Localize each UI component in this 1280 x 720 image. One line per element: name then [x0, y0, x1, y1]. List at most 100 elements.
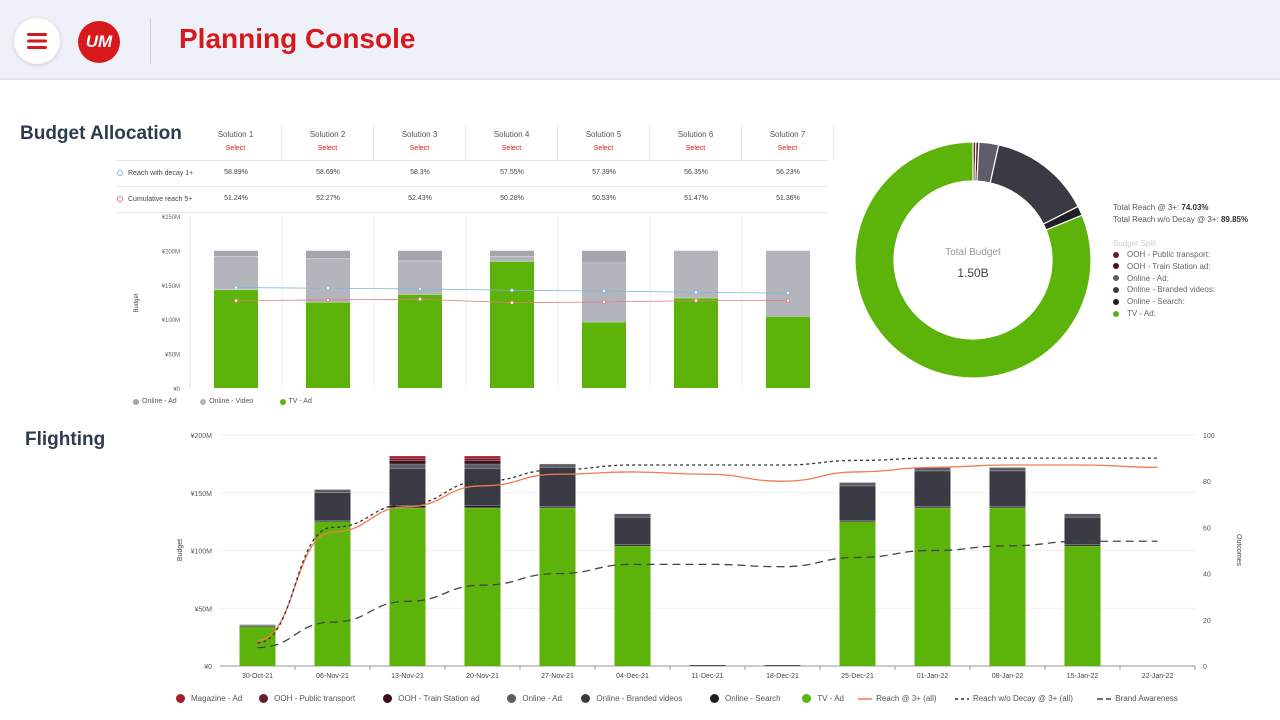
- bar-segment: [582, 250, 626, 263]
- hamburger-menu-button[interactable]: [14, 18, 60, 64]
- bar-segment: [389, 507, 426, 666]
- cum-reach-value: 50.53%: [592, 195, 616, 202]
- solution-select-link[interactable]: Select: [777, 145, 798, 152]
- bar-segment: [239, 624, 276, 626]
- bar-segment: [766, 250, 810, 317]
- total-reach-value: 74.03%: [1181, 203, 1209, 212]
- bar-segment: [464, 455, 501, 459]
- x-tick-label: 04-Dec-21: [616, 673, 649, 680]
- legend-swatch: [259, 694, 269, 703]
- bar-segment: [214, 289, 258, 388]
- reach-decay-value: 58.69%: [316, 169, 340, 176]
- bar-segment: [214, 250, 258, 257]
- legend-label: OOH - Public transport:: [1127, 250, 1211, 259]
- legend-label: TV - Ad: [288, 398, 312, 405]
- total-reach-wo-label: Total Reach w/o Decay @ 3+:: [1113, 215, 1219, 224]
- table-divider: [116, 160, 828, 161]
- solution-select-link[interactable]: Select: [501, 145, 522, 152]
- reach-decay-label: Reach with decay 1+: [128, 169, 194, 177]
- y-tick-label: ¥200M: [191, 433, 213, 440]
- legend-item: TV - Ad: [802, 694, 844, 703]
- legend-item: Online - Video: [200, 398, 253, 405]
- bar-segment: [464, 507, 501, 666]
- solution-name: Solution 1: [217, 130, 254, 139]
- solution-header: Solution 1 Select: [190, 124, 282, 160]
- donut-legend-item: TV - Ad:: [1113, 309, 1156, 318]
- legend-label: Online - Video: [209, 398, 254, 405]
- um-logo[interactable]: UM: [78, 21, 120, 63]
- legend-swatch: [200, 398, 207, 405]
- line-point: [509, 300, 514, 305]
- line-point: [234, 285, 239, 290]
- bar-segment: [989, 507, 1026, 666]
- y-tick-label: ¥150M: [162, 284, 180, 290]
- legend-label: Online - Search: [725, 694, 781, 703]
- legend-item: Reach @ 3+ (all): [858, 694, 937, 703]
- bar-segment: [674, 297, 718, 388]
- bar-segment: [614, 517, 651, 545]
- bar-segment: [614, 513, 651, 518]
- solution-header: Solution 7 Select: [742, 124, 834, 160]
- solution-select-link[interactable]: Select: [685, 145, 706, 152]
- x-tick-label: 22-Jan-22: [1142, 673, 1174, 680]
- legend-item: Online - Branded videos: [581, 694, 682, 703]
- reach-decay-value: 58.3%: [410, 169, 430, 176]
- bar-segment: [539, 506, 576, 508]
- solution-select-link[interactable]: Select: [317, 145, 338, 152]
- solution-select-link[interactable]: Select: [225, 145, 246, 152]
- bar-segment: [389, 460, 426, 464]
- line-point: [234, 298, 239, 303]
- reach-decay-value: 57.39%: [592, 169, 616, 176]
- bar-segment: [614, 545, 651, 666]
- bar-segment: [306, 302, 350, 388]
- legend-label: Reach @ 3+ (all): [876, 694, 937, 703]
- x-tick-label: 15-Jan-22: [1067, 673, 1099, 680]
- legend-swatch: [1113, 263, 1119, 270]
- bar-segment: [464, 458, 501, 461]
- legend-swatch: [176, 694, 185, 703]
- legend-swatch: [1113, 310, 1119, 317]
- y2-tick-label: 60: [1203, 525, 1211, 532]
- legend-label: Online - Search:: [1127, 297, 1185, 307]
- legend-item: TV - Ad: [279, 398, 312, 405]
- reach-decay-value: 58.89%: [224, 169, 248, 176]
- total-reach-label: Total Reach @ 3+:: [1113, 203, 1180, 212]
- legend-swatch: [133, 398, 139, 405]
- legend-swatch: [1113, 251, 1119, 258]
- y-tick-label: ¥150M: [191, 491, 213, 498]
- bar-segment: [314, 520, 351, 522]
- legend-label: OOH - Public transport: [274, 694, 356, 703]
- legend-swatch: [710, 694, 720, 703]
- x-tick-label: 11-Dec-21: [691, 673, 723, 680]
- bar-segment: [539, 467, 576, 507]
- bar-segment: [614, 544, 651, 546]
- bar-segment: [689, 664, 726, 666]
- solution-select-link[interactable]: Select: [593, 145, 614, 152]
- total-reach-wo-info: Total Reach w/o Decay @ 3+: 89.85%: [1113, 215, 1248, 224]
- solution-select-link[interactable]: Select: [409, 145, 430, 152]
- bar-segment: [989, 470, 1026, 507]
- bar-segment: [314, 489, 351, 493]
- legend-label: OOH - Train Station ad: [398, 694, 480, 703]
- bar-segment: [464, 463, 501, 469]
- budget-allocation-legend: Online - Ad Online - Video TV - Ad: [133, 398, 433, 410]
- legend-swatch: [1113, 286, 1119, 293]
- bar-segment: [766, 316, 810, 388]
- y-tick-label: ¥100M: [162, 318, 180, 324]
- y2-tick-label: 0: [1203, 664, 1207, 671]
- y-tick-label: ¥250M: [162, 215, 180, 221]
- reach-decay-value: 56.35%: [684, 169, 708, 176]
- legend-item: Reach w/o Decay @ 3+ (all): [954, 694, 1073, 703]
- line-point: [694, 290, 699, 295]
- bar-segment: [1064, 513, 1101, 518]
- bar-segment: [490, 250, 534, 257]
- budget-allocation-chart: ¥0 ¥50M ¥100M ¥150M ¥200M ¥250M Budget: [134, 215, 810, 393]
- line-point: [417, 286, 422, 291]
- solution-header: Solution 5 Select: [558, 124, 650, 160]
- table-divider: [116, 212, 828, 213]
- solution-name: Solution 5: [585, 130, 622, 139]
- legend-item: Online - Search: [710, 694, 781, 703]
- legend-label: Online - Ad:: [1127, 273, 1169, 283]
- donut-center-value: 1.50B: [957, 266, 989, 280]
- flighting-chart: ¥0 ¥50M ¥100M ¥150M ¥200M 0 20 40 60 80 100 Budget O…: [177, 433, 1242, 680]
